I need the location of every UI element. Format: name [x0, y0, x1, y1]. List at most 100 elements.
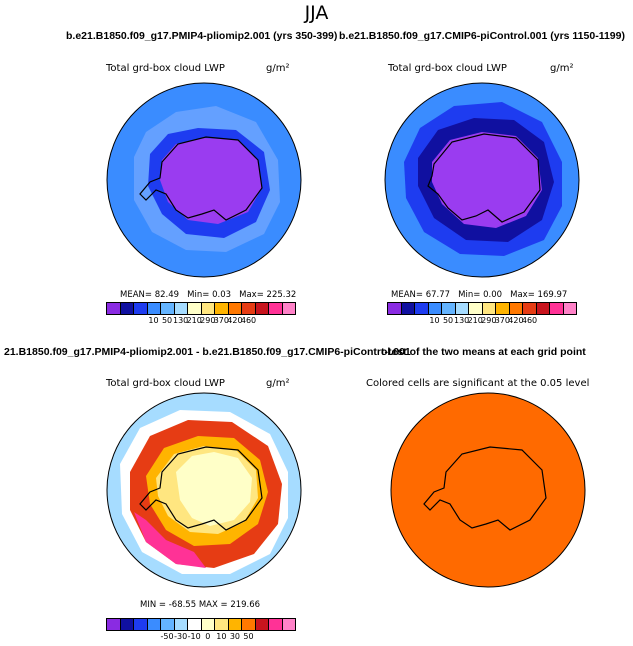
- colorbar-tick-label: 370: [494, 316, 510, 325]
- panel3-stats: MIN = -68.55 MAX = 219.66: [140, 600, 261, 610]
- colorbar-swatch: [107, 619, 121, 630]
- panel2-map: [384, 82, 580, 278]
- colorbar-swatch: [563, 303, 576, 314]
- panel2-map-border: [384, 82, 580, 278]
- colorbar-swatch: [401, 303, 415, 314]
- colorbar-tick-label: 10: [148, 316, 159, 325]
- colorbar-swatch: [201, 303, 215, 314]
- colorbar-tick-label: 290: [200, 316, 216, 325]
- colorbar-tick-label: 460: [240, 316, 257, 325]
- colorbar-swatch: [482, 303, 496, 314]
- colorbar-tick-label: 10: [429, 316, 440, 325]
- colorbar-swatch: [201, 619, 215, 630]
- panel3-field-pink: [134, 512, 206, 568]
- colorbar-swatch: [228, 303, 242, 314]
- colorbar-tick-label: 130: [173, 316, 189, 325]
- colorbar-tick-label: 290: [481, 316, 497, 325]
- colorbar-swatch: [242, 619, 256, 630]
- colorbar-tick-label: 460: [521, 316, 538, 325]
- panel2-field-ice: [432, 132, 542, 228]
- panel3-colorbar-labels: -50 -30 -10 0 10 30 50: [106, 632, 294, 644]
- colorbar-tick-label: 130: [454, 316, 470, 325]
- panel1-field-ice: [160, 138, 262, 224]
- colorbar-tick-label: 50: [243, 632, 254, 641]
- colorbar-swatch: [120, 619, 134, 630]
- colorbar-tick-label: 10: [216, 632, 227, 641]
- colorbar-swatch: [509, 303, 523, 314]
- panel3-field-cream: [176, 452, 252, 526]
- panel1-colorbar: [106, 302, 296, 315]
- panel1-colorbar-labels: 10 50 130 210 290 370 420 460: [106, 316, 294, 328]
- colorbar-tick-label: -50: [160, 632, 174, 641]
- panel4-map: [390, 392, 586, 588]
- panel1-stats: MEAN= 82.49 Min= 0.03 Max= 225.32: [120, 290, 297, 300]
- panel1-coastline: [139, 136, 263, 221]
- colorbar-tick-label: 420: [508, 316, 524, 325]
- diff-title: 21.B1850.f09_g17.PMIP4-pliomip2.001 - b.…: [4, 346, 411, 358]
- colorbar-tick-label: -10: [187, 632, 201, 641]
- colorbar-swatch: [388, 303, 402, 314]
- colorbar-tick-label: 50: [161, 316, 173, 325]
- panel4-significance-field: [391, 393, 585, 587]
- run-a-title: b.e21.B1850.f09_g17.PMIP4-pliomip2.001 (…: [66, 30, 338, 42]
- panel1-map-border: [106, 82, 302, 278]
- colorbar-swatch: [242, 303, 256, 314]
- panel2-colorbar: [387, 302, 577, 315]
- panel2-stats: MEAN= 67.77 Min= 0.00 Max= 169.97: [391, 290, 568, 300]
- panel4-title: Colored cells are significant at the 0.0…: [366, 378, 590, 389]
- colorbar-swatch: [550, 303, 564, 314]
- panel2-coastline: [427, 133, 541, 223]
- colorbar-swatch: [269, 619, 283, 630]
- colorbar-swatch: [215, 619, 229, 630]
- colorbar-tick-label: 210: [467, 316, 483, 325]
- colorbar-swatch: [523, 303, 537, 314]
- season-title: JJA: [304, 2, 329, 24]
- colorbar-swatch: [415, 303, 429, 314]
- panel3-colorbar: [106, 618, 296, 631]
- panel3-coastline: [139, 446, 263, 531]
- colorbar-tick-label: 370: [213, 316, 229, 325]
- panel4-map-border: [390, 392, 586, 588]
- colorbar-swatch: [161, 303, 175, 314]
- colorbar-swatch: [228, 619, 242, 630]
- colorbar-swatch: [161, 619, 175, 630]
- colorbar-swatch: [134, 619, 148, 630]
- colorbar-tick-label: -30: [174, 632, 188, 641]
- colorbar-swatch: [496, 303, 510, 314]
- colorbar-swatch: [255, 619, 269, 630]
- panel1-title: Total grd-box cloud LWP: [106, 63, 225, 74]
- colorbar-swatch: [188, 619, 202, 630]
- colorbar-swatch: [255, 303, 269, 314]
- colorbar-tick-label: 0: [205, 632, 211, 641]
- colorbar-swatch: [174, 303, 188, 314]
- panel3-map-border: [106, 392, 302, 588]
- colorbar-swatch: [107, 303, 121, 314]
- panel1-units: g/m²: [266, 63, 290, 74]
- colorbar-swatch: [188, 303, 202, 314]
- panel3-title: Total grd-box cloud LWP: [106, 378, 225, 389]
- colorbar-tick-label: 50: [442, 316, 454, 325]
- colorbar-tick-label: 210: [186, 316, 202, 325]
- ttest-title: t-test of the two means at each grid poi…: [381, 346, 586, 358]
- panel4-coastline: [423, 446, 547, 531]
- panel2-colorbar-labels: 10 50 130 210 290 370 420 460: [387, 316, 575, 328]
- colorbar-swatch: [147, 619, 161, 630]
- colorbar-swatch: [134, 303, 148, 314]
- panel3-map: [106, 392, 302, 588]
- panel3-units: g/m²: [266, 378, 290, 389]
- colorbar-swatch: [536, 303, 550, 314]
- colorbar-swatch: [428, 303, 442, 314]
- colorbar-swatch: [147, 303, 161, 314]
- colorbar-swatch: [120, 303, 134, 314]
- colorbar-swatch: [442, 303, 456, 314]
- colorbar-swatch: [174, 619, 188, 630]
- colorbar-swatch: [282, 303, 295, 314]
- colorbar-swatch: [455, 303, 469, 314]
- panel2-title: Total grd-box cloud LWP: [388, 63, 507, 74]
- colorbar-tick-label: 420: [227, 316, 243, 325]
- panel2-units: g/m²: [550, 63, 574, 74]
- colorbar-swatch: [282, 619, 295, 630]
- panel1-map: [106, 82, 302, 278]
- colorbar-swatch: [269, 303, 283, 314]
- colorbar-swatch: [215, 303, 229, 314]
